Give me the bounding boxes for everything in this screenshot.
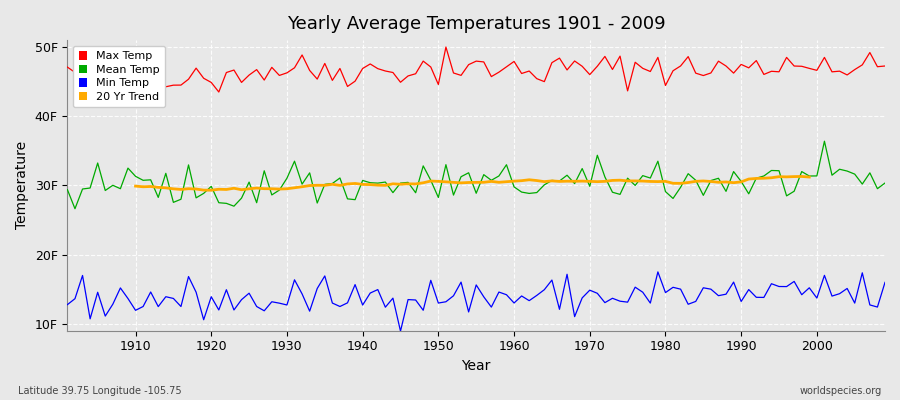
X-axis label: Year: Year <box>462 359 490 373</box>
Title: Yearly Average Temperatures 1901 - 2009: Yearly Average Temperatures 1901 - 2009 <box>287 15 665 33</box>
Y-axis label: Temperature: Temperature <box>15 141 29 230</box>
Legend: Max Temp, Mean Temp, Min Temp, 20 Yr Trend: Max Temp, Mean Temp, Min Temp, 20 Yr Tre… <box>73 46 166 107</box>
Text: worldspecies.org: worldspecies.org <box>800 386 882 396</box>
Text: Latitude 39.75 Longitude -105.75: Latitude 39.75 Longitude -105.75 <box>18 386 182 396</box>
